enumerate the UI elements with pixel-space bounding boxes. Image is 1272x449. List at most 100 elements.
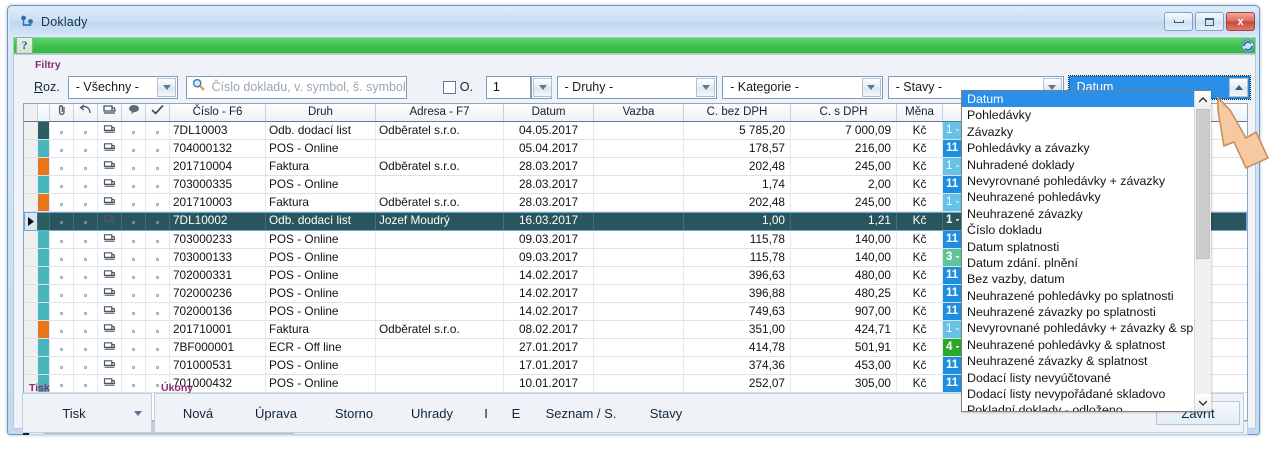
row-indicator[interactable] xyxy=(24,140,38,158)
row-indicator[interactable] xyxy=(24,266,38,284)
dropdown-option[interactable]: Neuhrazené pohledávky po splatnosti xyxy=(967,288,1174,303)
cell-cislo[interactable]: 703000233 xyxy=(170,230,266,248)
cell-druh[interactable]: Faktura xyxy=(266,194,376,212)
search-input[interactable]: Číslo dokladu, v. symbol, š. symbol xyxy=(186,75,407,99)
action-nov[interactable]: Nová xyxy=(182,405,214,421)
cell-druh[interactable]: Odb. dodací list xyxy=(266,212,376,230)
action-e[interactable]: E xyxy=(511,405,521,421)
cell-s-dph[interactable]: 501,91 xyxy=(791,339,897,357)
cell-undo[interactable] xyxy=(74,339,98,357)
cell-vazba[interactable] xyxy=(594,248,684,266)
cell-datum[interactable]: 28.03.2017 xyxy=(504,158,594,176)
cell-attachment[interactable] xyxy=(50,176,74,194)
dropdown-option[interactable]: Datum xyxy=(962,91,1194,108)
cell-mena[interactable]: Kč xyxy=(897,339,943,357)
cell-datum[interactable]: 09.03.2017 xyxy=(504,230,594,248)
col-cislo[interactable]: Číslo - F6 xyxy=(170,104,266,121)
cell-cislo[interactable]: 703000133 xyxy=(170,248,266,266)
cell-vazba[interactable] xyxy=(594,375,684,393)
cell-note[interactable] xyxy=(122,176,146,194)
quantity-stepper[interactable]: 1 xyxy=(485,75,532,99)
scroll-up-button[interactable] xyxy=(1194,91,1211,108)
dropdown-scrollbar[interactable] xyxy=(1194,91,1211,411)
cell-delivery[interactable] xyxy=(98,158,122,176)
cell-attachment[interactable] xyxy=(50,339,74,357)
dropdown-option[interactable]: Neuhrazené pohledávky xyxy=(967,190,1101,205)
row-indicator[interactable] xyxy=(24,158,38,176)
cell-druh[interactable]: Faktura xyxy=(266,321,376,339)
cell-druh[interactable]: POS - Online xyxy=(266,266,376,284)
cell-cislo[interactable]: 201710001 xyxy=(170,321,266,339)
cell-delivery[interactable] xyxy=(98,248,122,266)
cell-vazba[interactable] xyxy=(594,122,684,140)
cell-s-dph[interactable]: 216,00 xyxy=(791,140,897,158)
cell-datum[interactable]: 17.01.2017 xyxy=(504,357,594,375)
cell-bez-dph[interactable]: 1,74 xyxy=(684,176,791,194)
chevron-down-icon[interactable] xyxy=(533,77,553,97)
action-prava[interactable]: Úprava xyxy=(255,405,297,421)
cell-check[interactable] xyxy=(146,140,170,158)
cell-druh[interactable]: POS - Online xyxy=(266,230,376,248)
cell-datum[interactable]: 14.02.2017 xyxy=(504,302,594,321)
cell-delivery[interactable] xyxy=(98,140,122,158)
cell-bez-dph[interactable]: 202,48 xyxy=(684,158,791,176)
chevron-down-icon[interactable] xyxy=(157,77,177,97)
cell-vazba[interactable] xyxy=(594,339,684,357)
cell-adresa[interactable] xyxy=(376,339,504,357)
cell-datum[interactable]: 28.03.2017 xyxy=(504,176,594,194)
cell-cislo[interactable]: 702000136 xyxy=(170,302,266,321)
cell-s-dph[interactable]: 907,00 xyxy=(791,302,897,321)
cell-cislo[interactable]: 7DL10002 xyxy=(170,212,266,230)
cell-s-dph[interactable]: 7 000,09 xyxy=(791,122,897,140)
col-adresa[interactable]: Adresa - F7 xyxy=(376,104,504,121)
cell-cislo[interactable]: 704000132 xyxy=(170,140,266,158)
cell-datum[interactable]: 28.03.2017 xyxy=(504,194,594,212)
cell-vazba[interactable] xyxy=(594,158,684,176)
cell-datum[interactable]: 08.02.2017 xyxy=(504,321,594,339)
cell-vazba[interactable] xyxy=(594,194,684,212)
cell-bez-dph[interactable]: 5 785,20 xyxy=(684,122,791,140)
cell-note[interactable] xyxy=(122,158,146,176)
cell-mena[interactable]: Kč xyxy=(897,140,943,158)
cell-check[interactable] xyxy=(146,212,170,230)
cell-attachment[interactable] xyxy=(50,230,74,248)
cell-cislo[interactable]: 703000335 xyxy=(170,176,266,194)
cell-note[interactable] xyxy=(122,321,146,339)
cell-attachment[interactable] xyxy=(50,248,74,266)
action-stavy[interactable]: Stavy xyxy=(649,405,683,421)
row-indicator[interactable] xyxy=(24,212,38,230)
action-storno[interactable]: Storno xyxy=(334,405,374,421)
cell-check[interactable] xyxy=(146,302,170,321)
cell-attachment[interactable] xyxy=(50,284,74,302)
action-uhrady[interactable]: Uhrady xyxy=(411,405,453,421)
dropdown-option[interactable]: Nevyrovnané pohledávky + závazky xyxy=(967,173,1166,188)
cell-druh[interactable]: POS - Online xyxy=(266,284,376,302)
dropdown-option[interactable]: Dodací listy nevyúčtované xyxy=(967,370,1111,385)
minimize-button[interactable] xyxy=(1164,12,1193,31)
cell-attachment[interactable] xyxy=(50,302,74,321)
cell-check[interactable] xyxy=(146,248,170,266)
col-check[interactable] xyxy=(146,104,170,121)
color-flag[interactable] xyxy=(38,104,50,121)
row-indicator[interactable] xyxy=(24,122,38,140)
col-mena[interactable]: Měna xyxy=(897,104,943,121)
cell-undo[interactable] xyxy=(74,140,98,158)
cell-attachment[interactable] xyxy=(50,375,74,393)
cell-attachment[interactable] xyxy=(50,194,74,212)
cell-bez-dph[interactable]: 252,07 xyxy=(684,375,791,393)
cell-check[interactable] xyxy=(146,158,170,176)
cell-datum[interactable]: 14.02.2017 xyxy=(504,284,594,302)
refresh-icon[interactable] xyxy=(1241,39,1255,53)
maximize-button[interactable] xyxy=(1195,12,1224,31)
row-indicator[interactable] xyxy=(24,104,38,121)
dropdown-option[interactable]: Neuhrazené pohledávky & splatnost xyxy=(967,337,1166,352)
row-indicator[interactable] xyxy=(24,194,38,212)
cell-bez-dph[interactable]: 1,00 xyxy=(684,212,791,230)
cell-bez-dph[interactable]: 115,78 xyxy=(684,248,791,266)
col-s-dph[interactable]: C. s DPH xyxy=(791,104,897,121)
cell-druh[interactable]: POS - Online xyxy=(266,375,376,393)
cell-s-dph[interactable]: 480,00 xyxy=(791,266,897,284)
cell-note[interactable] xyxy=(122,375,146,393)
cell-mena[interactable]: Kč xyxy=(897,284,943,302)
cell-delivery[interactable] xyxy=(98,230,122,248)
